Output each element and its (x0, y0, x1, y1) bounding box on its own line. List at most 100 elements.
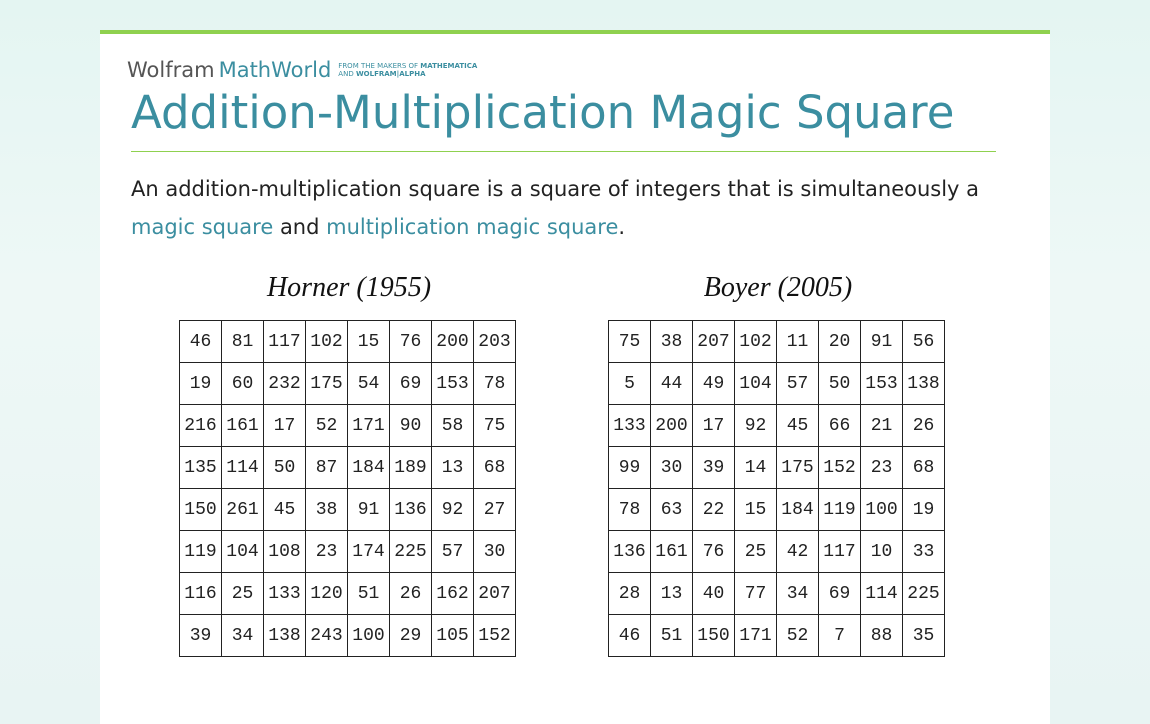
table-row: 78 63 22 15 184 119 100 19 (608, 488, 945, 531)
table-cell: 175 (776, 446, 819, 489)
table-row: 5 44 49 104 57 50 153 138 (608, 362, 945, 405)
table-cell: 17 (692, 404, 735, 447)
table-cell: 63 (650, 488, 693, 531)
table-cell: 13 (431, 446, 474, 489)
table-cell: 243 (305, 614, 348, 657)
logo-tagline: FROM THE MAKERS OF MATHEMATICA AND WOLFR… (338, 62, 477, 78)
tagline-strong: WOLFRAM|ALPHA (355, 70, 426, 78)
table-cell: 138 (263, 614, 306, 657)
table-cell: 20 (818, 320, 861, 363)
table-cell: 45 (776, 404, 819, 447)
table-cell: 81 (221, 320, 264, 363)
table-cell: 23 (860, 446, 903, 489)
table-cell: 216 (179, 404, 222, 447)
table-cell: 21 (860, 404, 903, 447)
table-cell: 40 (692, 572, 735, 615)
table-cell: 68 (473, 446, 516, 489)
table-cell: 17 (263, 404, 306, 447)
table-cell: 117 (818, 530, 861, 573)
table-cell: 52 (776, 614, 819, 657)
table-cell: 46 (608, 614, 651, 657)
table-cell: 116 (179, 572, 222, 615)
table-cell: 23 (305, 530, 348, 573)
table-cell: 38 (305, 488, 348, 531)
table-cell: 78 (473, 362, 516, 405)
magic-square: Boyer (2005) 75 38 207 102 11 20 91 56 5 44 49 104 57… (608, 272, 948, 657)
table-cell: 119 (179, 530, 222, 573)
table-cell: 102 (734, 320, 777, 363)
table-cell: 26 (389, 572, 432, 615)
table-row: 46 81 117 102 15 76 200 203 (179, 320, 516, 363)
table-cell: 39 (692, 446, 735, 489)
table-cell: 136 (389, 488, 432, 531)
table-cell: 75 (608, 320, 651, 363)
table-cell: 58 (431, 404, 474, 447)
table-cell: 92 (734, 404, 777, 447)
table-cell: 136 (608, 530, 651, 573)
table-cell: 22 (692, 488, 735, 531)
table-cell: 189 (389, 446, 432, 489)
table-cell: 152 (473, 614, 516, 657)
table-cell: 44 (650, 362, 693, 405)
table-row: 99 30 39 14 175 152 23 68 (608, 446, 945, 489)
magic-square: Horner (1955) 46 81 117 102 15 76 200 203 19 60 232… (179, 272, 519, 657)
tagline-text: AND (338, 70, 354, 78)
table-cell: 52 (305, 404, 348, 447)
table-cell: 114 (221, 446, 264, 489)
table-row: 216 161 17 52 171 90 58 75 (179, 404, 516, 447)
table-cell: 60 (221, 362, 264, 405)
table-cell: 26 (902, 404, 945, 447)
table-cell: 152 (818, 446, 861, 489)
table-cell: 30 (473, 530, 516, 573)
table-cell: 133 (263, 572, 306, 615)
table-cell: 57 (431, 530, 474, 573)
logo-brand: Wolfram (127, 58, 215, 82)
table-cell: 75 (473, 404, 516, 447)
table-cell: 25 (221, 572, 264, 615)
table-cell: 133 (608, 404, 651, 447)
table-cell: 10 (860, 530, 903, 573)
page-title: Addition-Multiplication Magic Square (131, 86, 955, 139)
table-cell: 45 (263, 488, 306, 531)
logo-product: MathWorld (218, 58, 332, 82)
square-table: 75 38 207 102 11 20 91 56 5 44 49 104 57 50 153 138 133 2… (608, 320, 945, 657)
tagline-text: FROM THE MAKERS OF (338, 62, 419, 70)
table-cell: 51 (650, 614, 693, 657)
table-cell: 39 (179, 614, 222, 657)
table-cell: 150 (692, 614, 735, 657)
square-table: 46 81 117 102 15 76 200 203 19 60 232 175 54 69 153 78 2… (179, 320, 516, 657)
intro-text: . (618, 215, 626, 239)
table-cell: 184 (347, 446, 390, 489)
table-row: 19 60 232 175 54 69 153 78 (179, 362, 516, 405)
square-caption: Horner (1955) (266, 272, 432, 303)
table-cell: 19 (179, 362, 222, 405)
table-row: 133 200 17 92 45 66 21 26 (608, 404, 945, 447)
table-cell: 42 (776, 530, 819, 573)
table-cell: 13 (650, 572, 693, 615)
table-cell: 175 (305, 362, 348, 405)
table-cell: 99 (608, 446, 651, 489)
table-cell: 104 (734, 362, 777, 405)
tagline-strong: MATHEMATICA (420, 62, 478, 70)
link[interactable]: multiplication magic square (326, 215, 619, 239)
table-row: 46 51 150 171 52 7 88 35 (608, 614, 945, 657)
table-cell: 150 (179, 488, 222, 531)
table-row: 136 161 76 25 42 117 10 33 (608, 530, 945, 573)
table-cell: 261 (221, 488, 264, 531)
table-cell: 207 (473, 572, 516, 615)
table-cell: 105 (431, 614, 474, 657)
table-cell: 117 (263, 320, 306, 363)
table-cell: 153 (431, 362, 474, 405)
table-cell: 114 (860, 572, 903, 615)
table-cell: 11 (776, 320, 819, 363)
table-cell: 153 (860, 362, 903, 405)
logo[interactable]: Wolfram MathWorld FROM THE MAKERS OF MAT… (127, 58, 477, 82)
table-cell: 27 (473, 488, 516, 531)
table-cell: 50 (818, 362, 861, 405)
table-cell: 87 (305, 446, 348, 489)
table-cell: 14 (734, 446, 777, 489)
table-cell: 34 (221, 614, 264, 657)
table-cell: 35 (902, 614, 945, 657)
link[interactable]: magic square (131, 215, 274, 239)
